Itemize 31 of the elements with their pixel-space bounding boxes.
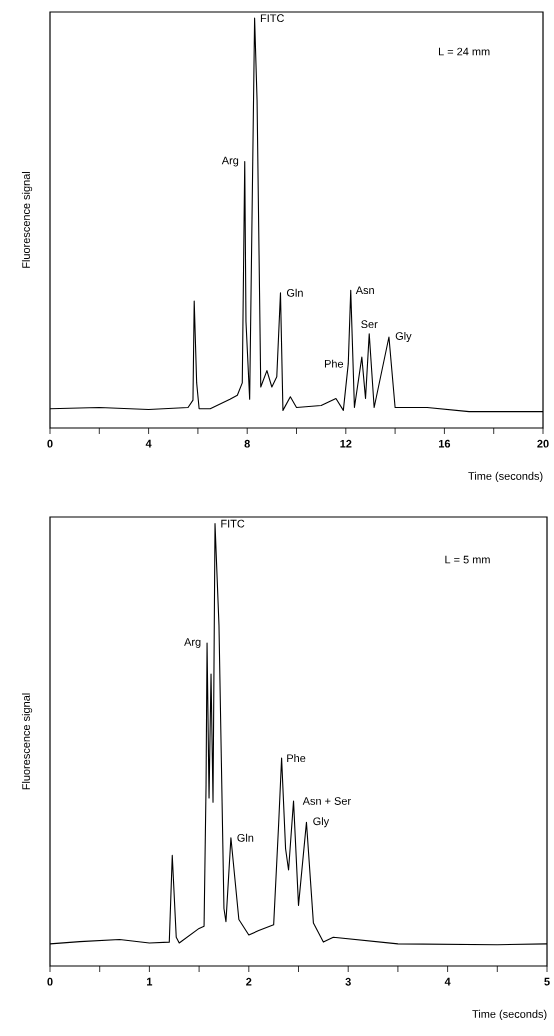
x-tick-label: 0: [47, 439, 53, 448]
annotation: Gly: [313, 817, 330, 828]
annotation: Asn + Ser: [302, 797, 351, 805]
x-axis-title: Time (seconds): [468, 471, 543, 483]
annotation: L = 5 mm: [445, 555, 490, 564]
y-axis-title: Fluorescence signal: [21, 172, 33, 268]
x-tick-label: 2: [246, 977, 252, 986]
y-axis-title: Fluorescence signal: [21, 693, 33, 790]
x-tick-label: 4: [145, 439, 152, 448]
x-tick-label: 4: [444, 977, 451, 986]
annotation: Asn: [355, 286, 374, 295]
x-axis-title: Time (seconds): [472, 1009, 547, 1021]
x-tick-label: 12: [340, 439, 352, 448]
x-tick-label: 5: [544, 977, 550, 986]
annotation: Gln: [286, 288, 303, 297]
annotation: L = 24 mm: [438, 47, 490, 56]
annotation: Phe: [324, 359, 344, 368]
annotation: Ser: [361, 320, 378, 329]
x-tick-label: 8: [244, 439, 250, 448]
annotation: FITC: [260, 14, 284, 23]
x-tick-label: 20: [537, 439, 549, 448]
x-tick-label: 3: [345, 977, 351, 986]
x-tick-label: 16: [439, 439, 451, 448]
annotation: FITC: [221, 519, 245, 528]
annotation: Phe: [287, 754, 306, 763]
annotation: Arg: [184, 638, 201, 648]
annotation: Gly: [395, 331, 412, 343]
x-tick-label: 0: [47, 977, 53, 986]
annotation: Arg: [221, 156, 239, 167]
annotation: Gln: [237, 833, 254, 842]
x-tick-label: 1: [147, 977, 153, 986]
